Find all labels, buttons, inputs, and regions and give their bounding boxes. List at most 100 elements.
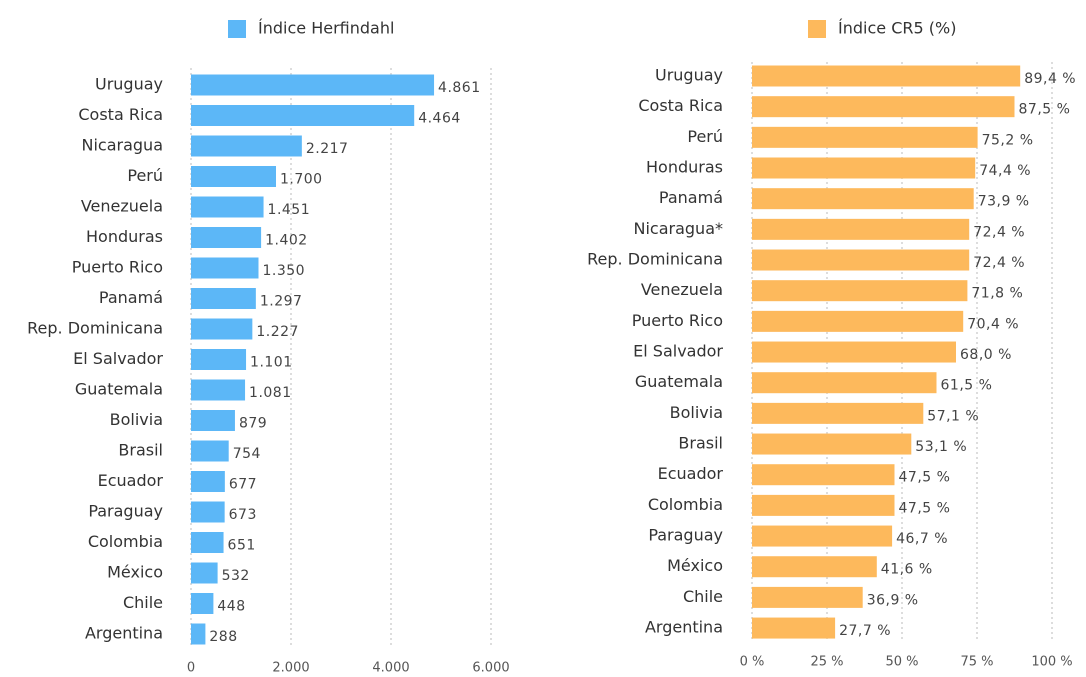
value-label: 4.464	[418, 111, 461, 127]
bar	[191, 593, 214, 614]
category-label: Bolivia	[110, 410, 163, 429]
bar	[191, 379, 246, 401]
category-label: Uruguay	[655, 66, 723, 85]
value-label: 53,1 %	[915, 439, 967, 455]
value-label: 71,8 %	[971, 286, 1023, 302]
category-label: Rep. Dominicana	[27, 319, 163, 338]
bar	[752, 126, 978, 148]
category-label: Colombia	[648, 495, 723, 514]
value-label: 87,5 %	[1019, 102, 1071, 118]
value-label: 41,6 %	[881, 562, 933, 578]
value-label: 1.297	[260, 294, 303, 310]
legend-swatch	[228, 20, 246, 38]
bar	[752, 464, 895, 486]
category-label: Ecuador	[98, 471, 164, 490]
value-label: 1.101	[250, 355, 293, 371]
category-label: México	[667, 556, 723, 575]
bar	[752, 556, 877, 578]
value-label: 72,4 %	[973, 224, 1025, 240]
value-label: 677	[229, 477, 257, 493]
value-label: 1.081	[249, 385, 292, 401]
category-label: Nicaragua*	[634, 219, 724, 238]
value-label: 879	[239, 416, 267, 432]
bar	[191, 318, 253, 340]
value-label: 1.402	[265, 233, 308, 249]
category-label: Paraguay	[88, 502, 163, 521]
bar	[191, 410, 235, 431]
bar	[191, 288, 256, 309]
bar	[752, 586, 863, 608]
bar	[752, 341, 956, 363]
value-label: 89,4 %	[1024, 71, 1076, 87]
legend-label: Índice CR5 (%)	[838, 19, 956, 38]
category-label: Chile	[123, 593, 163, 612]
category-label: Rep. Dominicana	[587, 250, 723, 269]
bar	[752, 372, 937, 394]
value-label: 61,5 %	[941, 378, 993, 394]
bar	[752, 617, 836, 639]
value-label: 27,7 %	[839, 623, 891, 639]
bar	[191, 440, 229, 462]
bar	[191, 532, 224, 553]
bar	[752, 188, 974, 210]
category-label: Venezuela	[81, 197, 163, 216]
bar	[191, 501, 225, 523]
category-label: Venezuela	[641, 280, 723, 299]
category-label: Chile	[683, 587, 723, 606]
bar	[191, 349, 247, 370]
value-label: 673	[229, 507, 257, 523]
value-label: 532	[222, 568, 250, 584]
category-label: Panamá	[99, 288, 163, 307]
category-label: El Salvador	[73, 349, 163, 368]
bar	[191, 105, 415, 126]
bar	[752, 65, 1021, 87]
bar	[191, 135, 302, 157]
bar	[191, 257, 259, 279]
x-tick-label: 0	[187, 661, 195, 676]
bar	[752, 433, 912, 455]
x-tick-label: 6.000	[472, 661, 509, 676]
value-label: 73,9 %	[978, 194, 1030, 210]
category-label: México	[107, 563, 163, 582]
legend-swatch	[808, 20, 826, 38]
category-label: Argentina	[85, 624, 163, 643]
value-label: 288	[209, 629, 237, 645]
bar	[752, 96, 1015, 118]
value-label: 57,1 %	[927, 408, 979, 424]
x-tick-label: 100 %	[1031, 655, 1072, 670]
value-label: 2.217	[306, 141, 349, 157]
bar	[191, 196, 264, 218]
category-label: Perú	[127, 166, 163, 185]
bar	[752, 249, 970, 271]
value-label: 651	[228, 538, 256, 554]
bar	[752, 310, 964, 332]
value-label: 72,4 %	[973, 255, 1025, 271]
category-label: Argentina	[645, 618, 723, 637]
bar	[752, 494, 895, 516]
value-label: 47,5 %	[899, 500, 951, 516]
category-label: Uruguay	[95, 75, 163, 94]
category-label: Perú	[687, 127, 723, 146]
bar	[191, 623, 206, 645]
value-label: 1.451	[268, 202, 311, 218]
category-label: Paraguay	[648, 526, 723, 545]
value-label: 47,5 %	[899, 470, 951, 486]
category-label: Puerto Rico	[632, 311, 723, 330]
category-label: Panamá	[659, 188, 723, 207]
value-label: 36,9 %	[867, 592, 919, 608]
category-label: Nicaragua	[82, 136, 164, 155]
bar	[752, 402, 924, 424]
category-label: Colombia	[88, 532, 163, 551]
category-label: Honduras	[86, 227, 163, 246]
value-label: 4.861	[438, 80, 481, 96]
value-label: 1.227	[256, 324, 299, 340]
x-tick-label: 0 %	[740, 655, 765, 670]
value-label: 75,2 %	[982, 132, 1034, 148]
category-label: Guatemala	[635, 372, 723, 391]
x-tick-label: 25 %	[810, 655, 843, 670]
category-label: Honduras	[646, 158, 723, 177]
bar	[191, 166, 276, 187]
x-tick-label: 75 %	[960, 655, 993, 670]
value-label: 74,4 %	[979, 163, 1031, 179]
bar	[752, 525, 893, 547]
